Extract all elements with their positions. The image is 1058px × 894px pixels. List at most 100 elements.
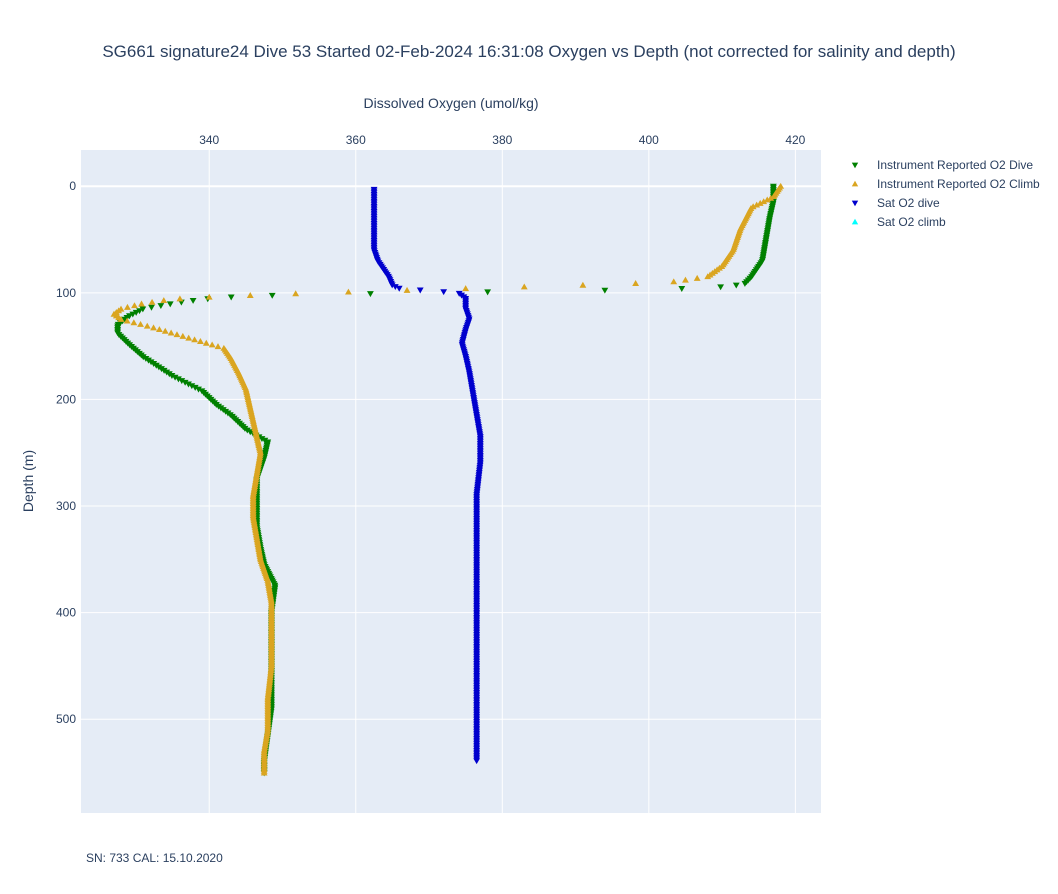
data-point <box>195 386 202 393</box>
legend-label: Sat O2 climb <box>877 215 946 229</box>
data-point <box>138 300 145 307</box>
y-tick-label: 500 <box>56 712 76 726</box>
y-tick-label: 300 <box>56 499 76 513</box>
legend-item[interactable]: Sat O2 climb <box>851 215 946 229</box>
data-point <box>166 301 174 308</box>
data-point <box>632 280 640 287</box>
data-point <box>178 378 186 385</box>
data-point <box>143 322 151 329</box>
legend-item[interactable]: Instrument Reported O2 Dive <box>851 158 1034 172</box>
data-point <box>129 311 137 318</box>
data-point <box>185 381 192 388</box>
legend-label: Sat O2 dive <box>877 196 940 210</box>
data-point <box>258 436 266 443</box>
legend-label: Instrument Reported O2 Dive <box>877 158 1033 172</box>
y-tick-label: 0 <box>69 179 76 193</box>
data-point <box>292 290 300 297</box>
data-point <box>732 282 740 289</box>
data-point <box>403 286 411 293</box>
legend[interactable]: Instrument Reported O2 Dive Instrument Re… <box>851 158 1040 229</box>
data-point <box>246 291 254 298</box>
data-point <box>171 374 179 381</box>
data-point <box>168 372 176 379</box>
data-point <box>678 286 686 292</box>
data-point <box>123 317 131 324</box>
data-point <box>760 198 768 205</box>
tick-labels: 340 360 380 400 420 0 100 200 300 400 500 <box>56 133 806 726</box>
data-point <box>763 196 771 203</box>
legend-item[interactable]: Instrument Reported O2 Climb <box>851 177 1040 191</box>
data-point <box>391 284 399 291</box>
data-point <box>191 336 198 343</box>
data-point <box>136 308 143 315</box>
data-point <box>150 324 157 331</box>
data-point <box>345 288 352 295</box>
data-point <box>161 327 169 334</box>
series-1 <box>110 182 785 776</box>
y-tick-label: 400 <box>56 606 76 620</box>
legend-marker-icon <box>851 218 859 225</box>
data-point <box>130 319 138 326</box>
data-point <box>124 303 131 310</box>
data-point <box>753 201 761 208</box>
data-point <box>756 199 764 206</box>
x-tick-label: 400 <box>639 133 659 147</box>
data-point <box>682 276 689 283</box>
data-point <box>261 437 269 444</box>
data-point <box>131 302 138 309</box>
data-point <box>741 280 749 287</box>
chart-title: SG661 signature24 Dive 53 Started 02-Feb… <box>102 42 955 61</box>
data-point <box>175 376 182 383</box>
data-point <box>601 287 609 294</box>
data-point <box>767 194 775 201</box>
data-point <box>160 297 168 304</box>
data-point <box>260 769 268 776</box>
data-point <box>208 341 216 348</box>
data-point <box>197 338 204 344</box>
data-point <box>473 758 481 765</box>
data-point <box>167 329 175 336</box>
data-point <box>462 285 470 292</box>
data-point <box>693 274 701 281</box>
data-point <box>191 384 199 391</box>
data-point <box>185 334 193 341</box>
data-point <box>670 278 678 285</box>
data-point <box>176 295 184 302</box>
calibration-annotation: SN: 733 CAL: 15.10.2020 <box>86 851 223 865</box>
y-tick-label: 100 <box>56 286 76 300</box>
data-point <box>227 294 235 301</box>
x-axis-title: Dissolved Oxygen (umol/kg) <box>363 95 538 111</box>
legend-marker-icon <box>851 162 859 169</box>
data-point <box>367 291 374 298</box>
x-tick-label: 420 <box>785 133 805 147</box>
data-point <box>388 282 396 289</box>
data-point <box>202 339 210 346</box>
data-point <box>243 427 251 434</box>
plot-background <box>81 150 821 813</box>
data-point <box>520 283 528 290</box>
data-point <box>139 306 147 313</box>
data-point <box>157 303 165 310</box>
legend-label: Instrument Reported O2 Climb <box>877 177 1040 191</box>
data-point <box>181 379 189 386</box>
data-point <box>440 289 448 296</box>
y-tick-label: 200 <box>56 392 76 406</box>
data-point <box>704 273 712 280</box>
data-point <box>137 320 144 327</box>
data-point <box>173 331 181 338</box>
data-point <box>132 309 140 316</box>
data-point <box>416 287 424 294</box>
data-point <box>117 315 125 322</box>
data-point <box>188 383 196 390</box>
data-point <box>214 343 222 350</box>
legend-marker-icon <box>851 200 859 207</box>
data-markers <box>110 182 785 777</box>
data-point <box>484 289 492 296</box>
data-point <box>155 326 163 333</box>
data-point <box>717 284 725 291</box>
legend-item[interactable]: Sat O2 dive <box>851 196 940 210</box>
y-axis-title: Depth (m) <box>20 450 36 512</box>
data-point <box>579 281 587 288</box>
x-tick-label: 340 <box>199 133 219 147</box>
